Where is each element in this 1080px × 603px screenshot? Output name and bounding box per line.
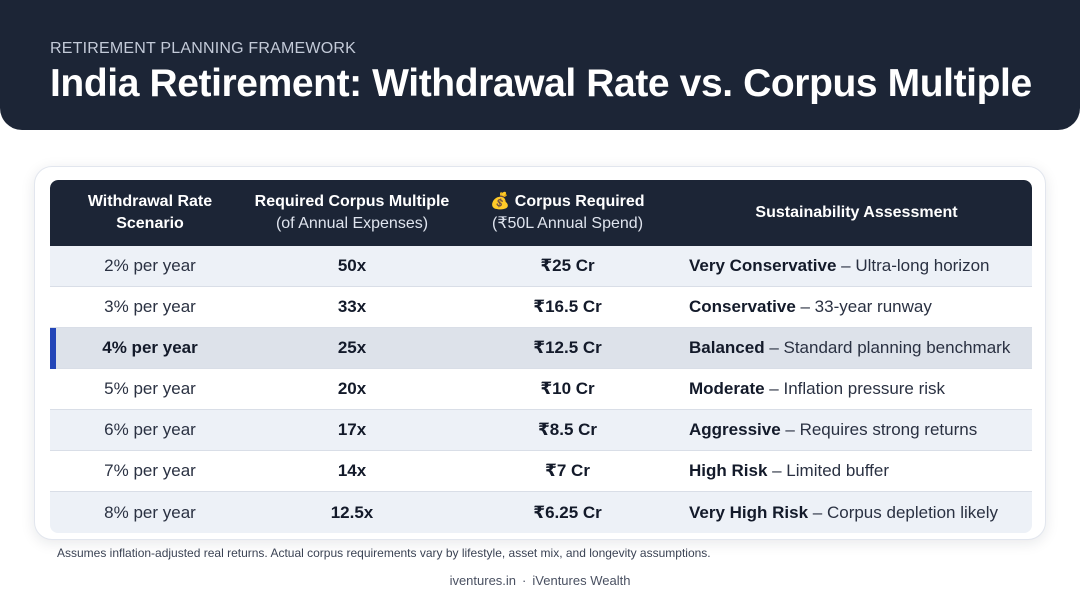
- assessment-note: – Requires strong returns: [780, 420, 978, 439]
- eyebrow-label: RETIREMENT PLANNING FRAMEWORK: [50, 40, 356, 57]
- assessment-cell: Moderate – Inflation pressure risk: [681, 379, 1032, 399]
- column-header-rate: Withdrawal Rate Scenario: [50, 191, 250, 235]
- footer-separator: ·: [522, 573, 527, 588]
- rate-cell: 7% per year: [104, 461, 196, 480]
- multiple-cell: 12.5x: [330, 502, 374, 522]
- table-row: 3% per year 33x ₹16.5 Cr Conservative – …: [50, 287, 1032, 328]
- column-header-line: Sustainability Assessment: [755, 204, 958, 221]
- assessment-cell: Aggressive – Requires strong returns: [681, 420, 1032, 440]
- assessment-note: – Inflation pressure risk: [764, 379, 946, 398]
- column-header-corpus: 💰 Corpus Required (₹50L Annual Spend): [454, 191, 681, 235]
- assessment-level: Conservative: [689, 297, 796, 316]
- assessment-level: Moderate: [689, 379, 765, 398]
- assessment-note: – Standard planning benchmark: [764, 338, 1011, 357]
- corpus-cell: ₹6.25 Cr: [533, 502, 602, 522]
- assessment-cell: Very Conservative – Ultra-long horizon: [681, 256, 1032, 276]
- multiple-cell: 20x: [337, 379, 367, 398]
- footer-site-link[interactable]: iventures.in: [449, 573, 517, 588]
- multiple-cell: 14x: [337, 461, 367, 480]
- assessment-note: – Limited buffer: [767, 461, 889, 480]
- assessment-cell: High Risk – Limited buffer: [681, 461, 1032, 481]
- rate-cell: 6% per year: [104, 420, 196, 439]
- multiple-cell: 25x: [337, 338, 367, 357]
- assessment-cell: Conservative – 33-year runway: [681, 297, 1032, 317]
- rate-cell: 5% per year: [104, 379, 196, 398]
- highlight-accent-bar: [50, 328, 56, 369]
- assessment-level: Very High Risk: [689, 502, 809, 522]
- column-header-line: Scenario: [116, 215, 184, 232]
- page-title: India Retirement: Withdrawal Rate vs. Co…: [50, 62, 1032, 105]
- table-row: 6% per year 17x ₹8.5 Cr Aggressive – Req…: [50, 410, 1032, 451]
- assessment-cell: Balanced – Standard planning benchmark: [681, 338, 1032, 358]
- assessment-note: – Ultra-long horizon: [836, 256, 990, 275]
- table-row-highlighted: 4% per year 25x ₹12.5 Cr Balanced – Stan…: [50, 328, 1032, 369]
- column-header-line: Required Corpus Multiple: [254, 193, 450, 210]
- column-header-multiple: Required Corpus Multiple (of Annual Expe…: [250, 191, 454, 235]
- multiple-cell: 33x: [337, 297, 367, 316]
- rate-cell: 8% per year: [104, 502, 196, 522]
- column-header-line: Withdrawal Rate: [87, 193, 213, 210]
- assessment-level: High Risk: [689, 461, 768, 480]
- assessment-level: Balanced: [689, 338, 765, 357]
- multiple-cell: 17x: [337, 420, 367, 439]
- assessment-cell: Very High Risk – Corpus depletion likely: [681, 503, 1032, 523]
- table-row: 2% per year 50x ₹25 Cr Very Conservative…: [50, 246, 1032, 287]
- corpus-cell: ₹25 Cr: [540, 256, 595, 275]
- multiple-cell: 50x: [337, 256, 367, 275]
- assessment-note: – 33-year runway: [795, 297, 932, 316]
- column-header-assessment: Sustainability Assessment: [681, 202, 1032, 224]
- corpus-cell: ₹10 Cr: [540, 379, 595, 398]
- table-row: 5% per year 20x ₹10 Cr Moderate – Inflat…: [50, 369, 1032, 410]
- footer-brand: iVentures Wealth: [532, 573, 631, 588]
- rate-cell: 3% per year: [104, 297, 196, 316]
- header-banner: RETIREMENT PLANNING FRAMEWORK India Reti…: [0, 0, 1080, 130]
- footnote: Assumes inflation-adjusted real returns.…: [57, 546, 711, 560]
- column-header-line: 💰 Corpus Required: [490, 193, 645, 210]
- table-header: Withdrawal Rate Scenario Required Corpus…: [50, 180, 1032, 246]
- corpus-cell: ₹12.5 Cr: [533, 338, 602, 357]
- column-header-subline: (of Annual Expenses): [275, 215, 429, 232]
- rate-cell: 2% per year: [104, 256, 196, 275]
- corpus-cell: ₹16.5 Cr: [533, 297, 602, 316]
- withdrawal-table: Withdrawal Rate Scenario Required Corpus…: [50, 180, 1032, 533]
- table-row: 7% per year 14x ₹7 Cr High Risk – Limite…: [50, 451, 1032, 492]
- assessment-level: Very Conservative: [689, 256, 837, 275]
- footer: iventures.in · iVentures Wealth: [0, 573, 1080, 588]
- table-card: Withdrawal Rate Scenario Required Corpus…: [34, 166, 1046, 540]
- corpus-cell: ₹8.5 Cr: [537, 420, 598, 439]
- corpus-cell: ₹7 Cr: [545, 461, 590, 480]
- column-header-subline: (₹50L Annual Spend): [491, 215, 644, 232]
- assessment-note: – Corpus depletion likely: [808, 502, 999, 522]
- rate-cell: 4% per year: [102, 338, 198, 357]
- assessment-level: Aggressive: [689, 420, 781, 439]
- table-row: 8% per year 12.5x ₹6.25 Cr Very High Ris…: [50, 492, 1032, 533]
